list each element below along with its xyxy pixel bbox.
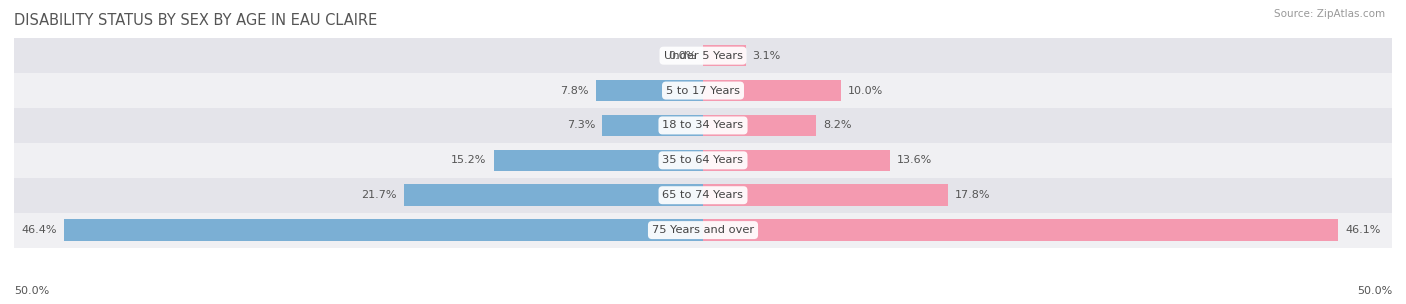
Text: 46.4%: 46.4%: [21, 225, 56, 235]
Bar: [602, 115, 703, 136]
Text: 17.8%: 17.8%: [955, 190, 991, 200]
Bar: [14, 143, 1392, 178]
Bar: [404, 185, 703, 206]
Bar: [63, 219, 703, 241]
Text: 3.1%: 3.1%: [752, 51, 780, 61]
Bar: [494, 150, 703, 171]
Text: 8.2%: 8.2%: [823, 120, 852, 130]
Text: 50.0%: 50.0%: [1357, 286, 1392, 296]
Bar: [596, 80, 703, 101]
Bar: [703, 219, 1339, 241]
Text: 7.8%: 7.8%: [560, 85, 589, 95]
Text: DISABILITY STATUS BY SEX BY AGE IN EAU CLAIRE: DISABILITY STATUS BY SEX BY AGE IN EAU C…: [14, 13, 377, 28]
Bar: [703, 80, 841, 101]
Bar: [703, 115, 815, 136]
Text: 46.1%: 46.1%: [1346, 225, 1381, 235]
Text: 7.3%: 7.3%: [567, 120, 596, 130]
Bar: [14, 178, 1392, 213]
Text: 15.2%: 15.2%: [451, 155, 486, 165]
Text: 5 to 17 Years: 5 to 17 Years: [666, 85, 740, 95]
Bar: [703, 45, 745, 67]
Legend: Male, Female: Male, Female: [640, 301, 766, 304]
Bar: [14, 38, 1392, 73]
Bar: [14, 73, 1392, 108]
Text: 18 to 34 Years: 18 to 34 Years: [662, 120, 744, 130]
Bar: [703, 150, 890, 171]
Text: 35 to 64 Years: 35 to 64 Years: [662, 155, 744, 165]
Text: 50.0%: 50.0%: [14, 286, 49, 296]
Text: 21.7%: 21.7%: [361, 190, 396, 200]
Text: 65 to 74 Years: 65 to 74 Years: [662, 190, 744, 200]
Text: Source: ZipAtlas.com: Source: ZipAtlas.com: [1274, 9, 1385, 19]
Text: 13.6%: 13.6%: [897, 155, 932, 165]
Bar: [703, 185, 948, 206]
Bar: [14, 108, 1392, 143]
Bar: [14, 213, 1392, 247]
Text: 75 Years and over: 75 Years and over: [652, 225, 754, 235]
Text: 0.0%: 0.0%: [668, 51, 696, 61]
Text: 10.0%: 10.0%: [848, 85, 883, 95]
Text: Under 5 Years: Under 5 Years: [664, 51, 742, 61]
